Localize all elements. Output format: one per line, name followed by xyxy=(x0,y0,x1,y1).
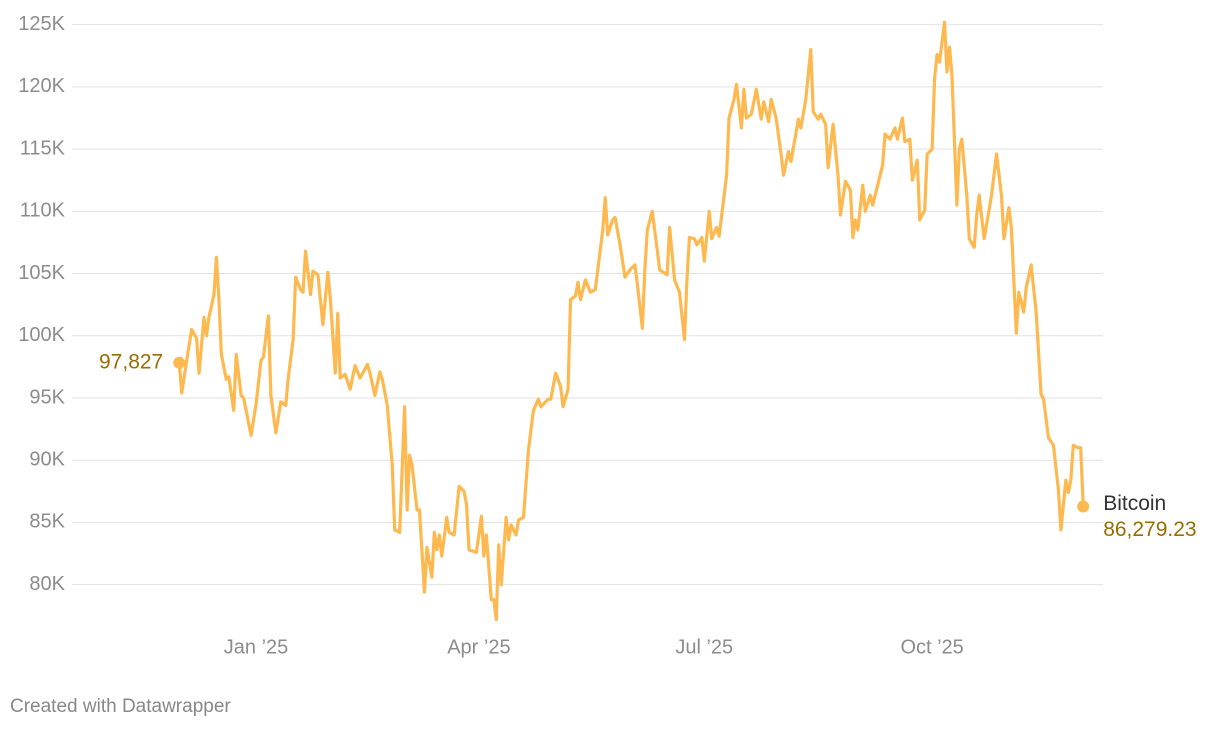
x-tick-label: Jul ’25 xyxy=(675,636,733,658)
value-label: 97,827 xyxy=(99,350,163,373)
y-tick-label: 120K xyxy=(18,75,65,97)
line xyxy=(177,20,1085,622)
y-tick-label: 115K xyxy=(20,137,66,159)
end-point xyxy=(173,356,186,369)
end-point xyxy=(1077,500,1090,513)
y-tick-label: 100K xyxy=(18,324,65,346)
x-tick-label: Apr ’25 xyxy=(447,636,510,658)
series-label: Bitcoin xyxy=(1103,492,1166,515)
y-tick-label: 110K xyxy=(20,200,66,222)
x-tick-label: Oct ’25 xyxy=(900,636,963,658)
y-tick-label: 125K xyxy=(18,13,65,35)
y-tick-label: 95K xyxy=(29,386,65,408)
credit: Created with Datawrapper xyxy=(10,696,231,717)
y-tick-label: 90K xyxy=(29,448,65,470)
y-tick-label: 85K xyxy=(29,511,65,533)
y-tick-label: 105K xyxy=(18,262,65,284)
x-tick-label: Jan ’25 xyxy=(224,636,289,658)
value-label: 86,279.23 xyxy=(1103,518,1196,541)
y-tick-label: 80K xyxy=(29,573,65,595)
